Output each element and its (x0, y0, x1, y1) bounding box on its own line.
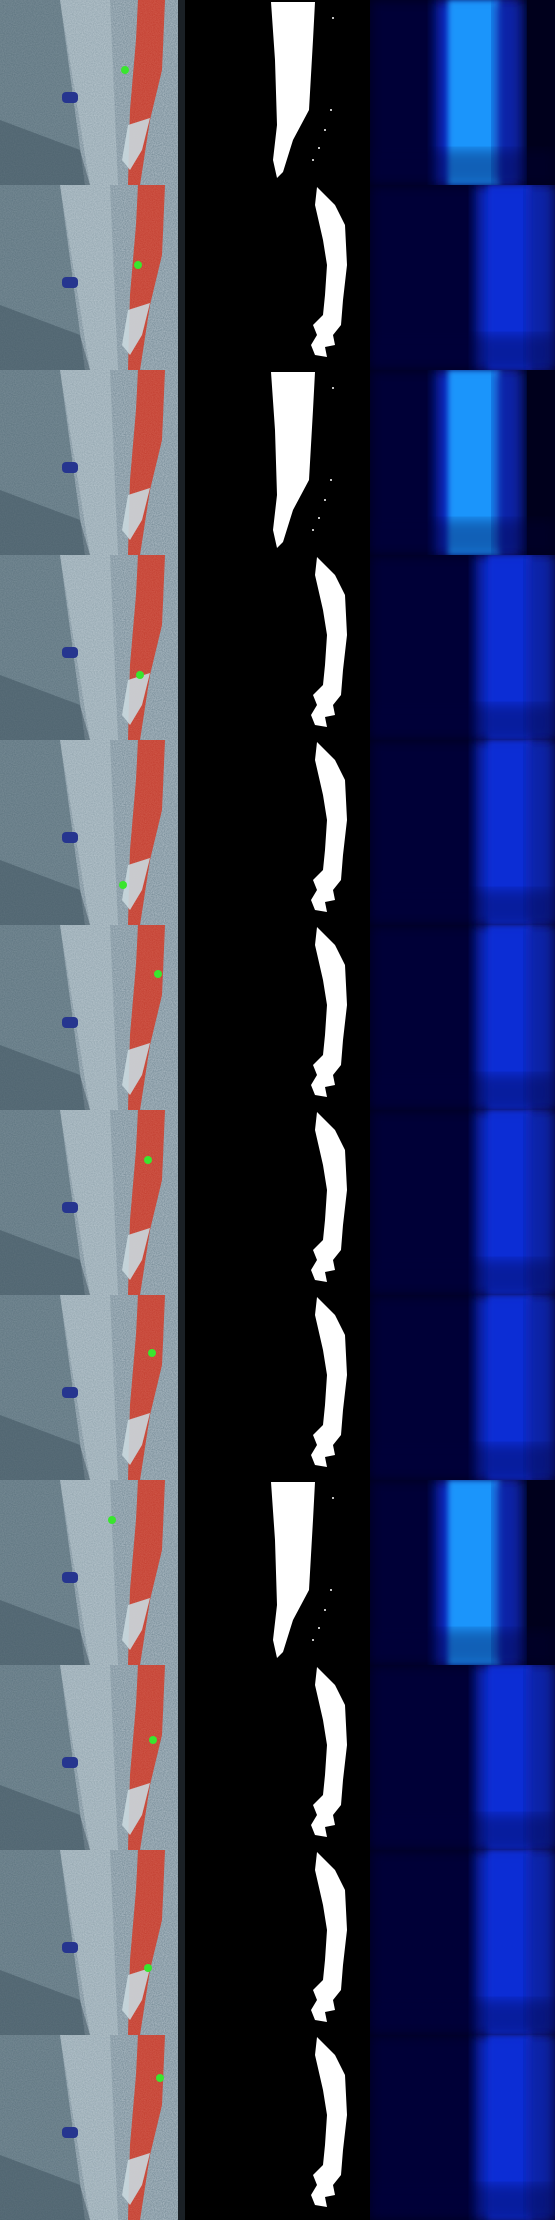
scan-image-panel (0, 1665, 185, 1850)
heatmap-panel (370, 1110, 555, 1295)
segmentation-mask-panel (185, 2035, 370, 2220)
panel-row (0, 1850, 555, 2035)
segmentation-mask-panel (185, 740, 370, 925)
click-point-icon (108, 1516, 116, 1524)
panel-row (0, 1480, 555, 1665)
heatmap-panel (370, 555, 555, 740)
segmentation-mask-panel (185, 370, 370, 555)
segmentation-mask-panel (185, 1850, 370, 2035)
scan-image-panel (0, 185, 185, 370)
panel-row (0, 0, 555, 185)
heatmap-panel (370, 2035, 555, 2220)
scan-image-panel (0, 740, 185, 925)
panel-row (0, 370, 555, 555)
scan-image-panel (0, 370, 185, 555)
segmentation-mask-panel (185, 1295, 370, 1480)
segmentation-mask-panel (185, 1480, 370, 1665)
heatmap-panel (370, 1295, 555, 1480)
heatmap-panel (370, 0, 555, 185)
heatmap-panel (370, 1850, 555, 2035)
segmentation-mask-panel (185, 185, 370, 370)
scan-image-panel (0, 0, 185, 185)
segmentation-mask-panel (185, 555, 370, 740)
click-point-icon (156, 2074, 164, 2082)
heatmap-panel (370, 185, 555, 370)
heatmap-panel (370, 740, 555, 925)
panel-row (0, 2035, 555, 2220)
heatmap-panel (370, 925, 555, 1110)
heatmap-panel (370, 370, 555, 555)
segmentation-mask-panel (185, 0, 370, 185)
panel-row (0, 1665, 555, 1850)
click-point-icon (134, 261, 142, 269)
scan-image-panel (0, 1850, 185, 2035)
scan-image-panel (0, 1480, 185, 1665)
click-point-icon (121, 66, 129, 74)
scan-image-panel (0, 1295, 185, 1480)
click-point-icon (154, 970, 162, 978)
scan-image-panel (0, 1110, 185, 1295)
scan-image-panel (0, 555, 185, 740)
panel-row (0, 740, 555, 925)
heatmap-panel (370, 1665, 555, 1850)
click-point-icon (119, 881, 127, 889)
click-point-icon (144, 1964, 152, 1972)
segmentation-mask-panel (185, 1110, 370, 1295)
segmentation-mask-panel (185, 1665, 370, 1850)
click-point-icon (149, 1736, 157, 1744)
scan-image-panel (0, 2035, 185, 2220)
click-point-icon (144, 1156, 152, 1164)
scan-image-panel (0, 925, 185, 1110)
panel-row (0, 1295, 555, 1480)
panel-row (0, 555, 555, 740)
heatmap-panel (370, 1480, 555, 1665)
click-point-icon (148, 1349, 156, 1357)
panel-row (0, 185, 555, 370)
panel-row (0, 925, 555, 1110)
segmentation-mask-panel (185, 925, 370, 1110)
panel-row (0, 1110, 555, 1295)
click-point-icon (136, 671, 144, 679)
